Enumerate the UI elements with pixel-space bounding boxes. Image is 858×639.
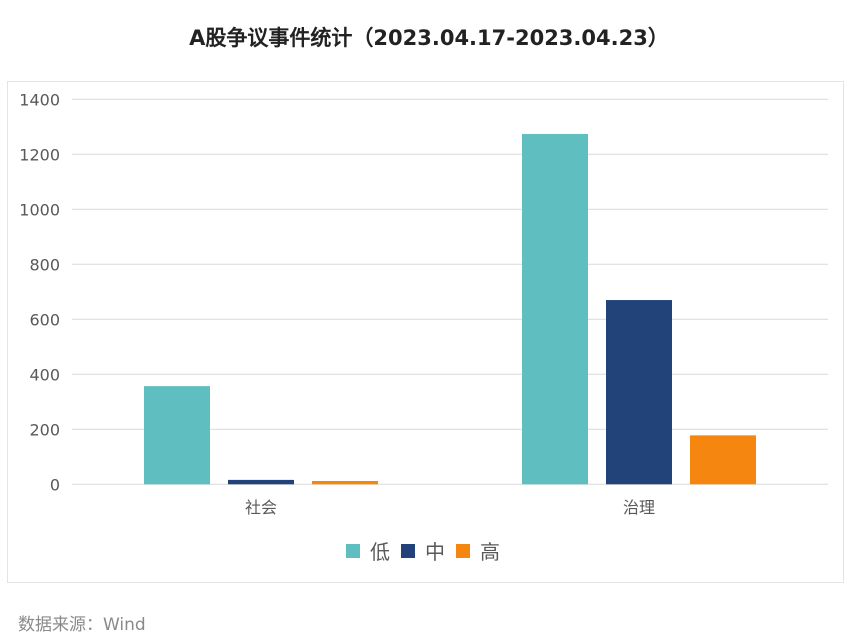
legend-swatch-低 [346,544,360,558]
y-tick-label: 200 [29,420,60,439]
chart-frame [7,81,844,583]
y-tick-label: 1000 [19,200,60,219]
y-tick-label: 600 [29,310,60,329]
bar-治理-高 [690,435,756,485]
bar-治理-中 [606,300,672,485]
y-tick-label: 800 [29,255,60,274]
source-note: 数据来源：Wind [18,615,146,635]
bar-社会-低 [144,386,210,485]
legend-label: 中 [425,540,445,564]
legend-label: 高 [480,540,500,564]
y-tick-label: 400 [29,365,60,384]
legend-swatch-高 [456,544,470,558]
x-tick-label: 社会 [245,498,277,517]
bar-社会-中 [228,479,294,485]
legend-label: 低 [370,540,390,564]
y-tick-label: 1400 [19,90,60,109]
y-tick-label: 1200 [19,145,60,164]
x-tick-label: 治理 [623,498,655,517]
bar-社会-高 [312,481,378,485]
chart-title: A股争议事件统计（2023.04.17-2023.04.23） [189,26,669,50]
bar-治理-低 [522,133,588,485]
y-tick-label: 0 [50,475,60,494]
legend-swatch-中 [401,544,415,558]
